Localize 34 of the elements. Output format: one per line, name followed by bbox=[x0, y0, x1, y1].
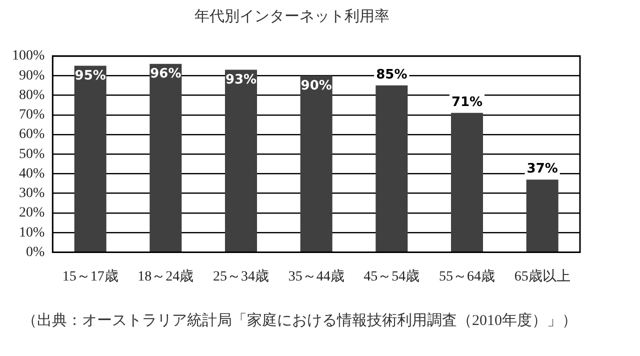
data-label: 85% bbox=[376, 67, 408, 82]
y-tick-label: 100% bbox=[12, 48, 45, 64]
data-label: 71% bbox=[451, 94, 483, 110]
data-label: 95% bbox=[74, 68, 106, 84]
bar bbox=[450, 112, 484, 252]
y-tick-label: 60% bbox=[18, 127, 45, 142]
bar bbox=[74, 66, 106, 252]
bar bbox=[150, 64, 182, 252]
chart-title: 年代別インターネット利用率 bbox=[194, 8, 390, 25]
bar bbox=[224, 70, 258, 252]
data-label: 37% bbox=[526, 161, 558, 176]
y-tick-label: 50% bbox=[18, 146, 45, 162]
x-tick-label: 65歳以上 bbox=[514, 268, 570, 284]
y-tick-label: 0% bbox=[26, 244, 45, 260]
bar bbox=[376, 85, 408, 252]
x-tick-label: 25～34歳 bbox=[212, 268, 269, 284]
x-tick-label: 55～64歳 bbox=[439, 268, 495, 284]
x-tick-label: 15～17歳 bbox=[62, 268, 118, 284]
data-label: 96% bbox=[150, 66, 182, 82]
text: （出典：オーストラリア統計局「家庭における情報技術利用調査（2010年度）」） bbox=[22, 311, 578, 330]
y-tick-label: 80% bbox=[18, 88, 45, 103]
y-tick-label: 10% bbox=[18, 225, 45, 240]
y-tick-label: 40% bbox=[18, 166, 45, 182]
y-tick-label: 20% bbox=[18, 206, 45, 221]
y-tick-label: 30% bbox=[18, 186, 45, 202]
bar bbox=[300, 76, 332, 252]
x-tick-label: 35～44歳 bbox=[288, 268, 344, 284]
y-tick-label: 70% bbox=[18, 108, 45, 123]
bar bbox=[526, 180, 558, 252]
y-tick-label: 90% bbox=[18, 68, 45, 84]
data-label: 90% bbox=[300, 78, 332, 94]
x-tick-label: 18～24歳 bbox=[138, 268, 194, 284]
x-tick-label: 45～54歳 bbox=[364, 268, 420, 284]
data-label: 93% bbox=[225, 72, 257, 88]
